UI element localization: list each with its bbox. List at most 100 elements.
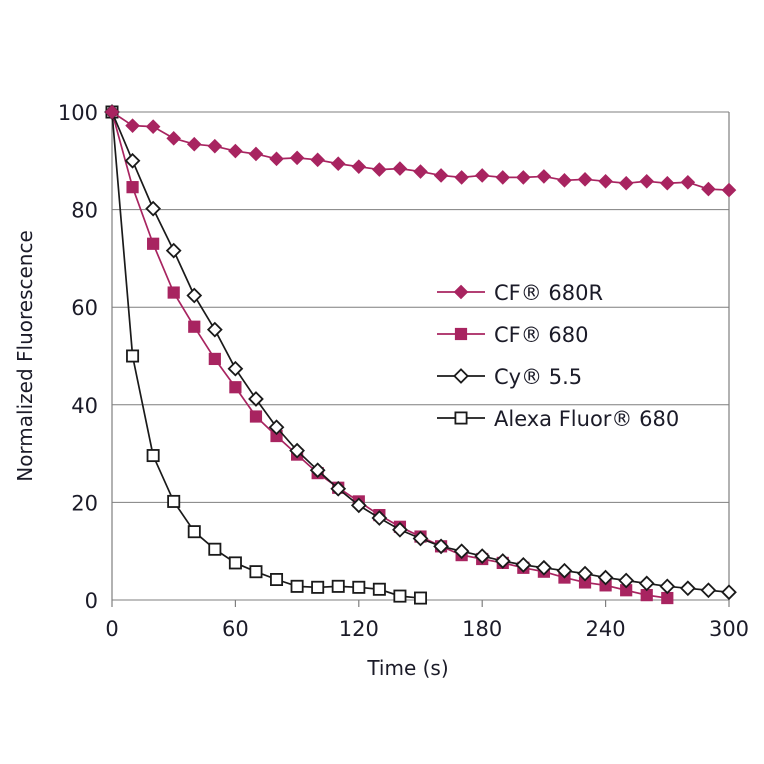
data-point xyxy=(249,565,263,579)
y-tick-label-100: 100 xyxy=(58,101,98,125)
x-tick-label-180: 180 xyxy=(462,617,502,641)
data-point xyxy=(124,152,141,169)
legend-entry-0[interactable]: CF® 680R xyxy=(437,281,603,305)
data-point xyxy=(659,578,676,595)
data-point xyxy=(126,349,140,363)
series-line xyxy=(111,111,668,599)
data-point xyxy=(556,562,573,579)
data-point xyxy=(165,242,182,259)
data-point xyxy=(700,582,717,599)
data-point xyxy=(721,584,737,601)
legend-marker xyxy=(453,284,469,300)
legend-marker xyxy=(454,327,468,341)
legend-entry-2[interactable]: Cy® 5.5 xyxy=(437,365,582,389)
data-point xyxy=(145,200,162,217)
y-tick-labels-group: 0 20 40 60 80 100 xyxy=(58,101,98,613)
data-point xyxy=(269,151,284,167)
data-point xyxy=(227,360,244,377)
data-point xyxy=(167,286,180,299)
data-point xyxy=(618,175,634,191)
data-point xyxy=(311,580,325,594)
data-point xyxy=(166,131,182,146)
legend-label: CF® 680R xyxy=(494,281,603,305)
data-point xyxy=(248,146,264,162)
data-point xyxy=(638,575,655,592)
legend-label: Alexa Fluor® 680 xyxy=(494,407,679,431)
x-tick-labels-group: 0 60 120 180 240 300 xyxy=(105,600,749,641)
data-point xyxy=(413,164,428,179)
data-point xyxy=(167,494,181,508)
y-tick-label-80: 80 xyxy=(71,199,98,223)
data-point xyxy=(433,538,449,555)
data-point xyxy=(352,580,366,594)
data-point xyxy=(147,237,160,250)
data-point xyxy=(577,172,593,187)
data-point xyxy=(474,548,491,564)
x-tick-label-60: 60 xyxy=(222,617,249,641)
data-point xyxy=(187,525,201,539)
series-alexa-fluor-680 xyxy=(105,105,427,605)
chart-legend: CF® 680R CF® 680 Cy® 5.5 Alexa Fluor® 680 xyxy=(437,281,679,431)
data-point xyxy=(351,159,367,174)
data-point xyxy=(146,449,160,463)
data-point xyxy=(104,104,120,120)
data-point xyxy=(413,591,427,605)
data-point xyxy=(145,119,161,134)
data-point xyxy=(290,579,304,593)
y-axis-title: Normalized Fluorescence xyxy=(13,230,37,482)
data-point xyxy=(268,419,285,436)
y-tick-label-0: 0 xyxy=(85,589,98,613)
data-point xyxy=(701,181,716,197)
legend-label: CF® 680 xyxy=(494,323,589,347)
x-tick-label-120: 120 xyxy=(339,617,379,641)
x-tick-label-0: 0 xyxy=(105,617,118,641)
data-point xyxy=(680,174,696,190)
legend-marker xyxy=(453,368,469,384)
data-point xyxy=(126,181,139,194)
data-point xyxy=(536,559,552,576)
data-point xyxy=(186,136,202,152)
data-point xyxy=(536,169,552,184)
data-point xyxy=(331,579,345,593)
data-point xyxy=(371,510,388,526)
legend-label: Cy® 5.5 xyxy=(494,365,582,389)
data-point xyxy=(721,182,737,198)
data-point xyxy=(392,161,408,176)
data-point xyxy=(228,143,243,159)
data-point xyxy=(229,381,242,394)
data-point xyxy=(453,543,470,560)
data-point xyxy=(659,175,675,191)
data-point xyxy=(639,173,655,189)
data-point xyxy=(228,556,242,570)
data-point xyxy=(494,553,511,569)
data-point xyxy=(597,569,614,586)
data-point xyxy=(433,168,449,183)
data-point xyxy=(207,138,223,154)
data-point xyxy=(330,156,346,172)
data-point xyxy=(289,442,305,459)
data-point xyxy=(206,321,223,338)
series-line xyxy=(111,111,421,599)
data-point xyxy=(125,118,140,133)
data-point xyxy=(495,170,511,185)
data-point xyxy=(208,352,221,366)
data-point xyxy=(577,565,593,582)
data-point xyxy=(208,542,222,556)
legend-marker xyxy=(454,411,468,425)
legend-entry-3[interactable]: Alexa Fluor® 680 xyxy=(437,407,679,431)
y-tick-label-60: 60 xyxy=(71,296,98,320)
series-cy-5-5 xyxy=(104,104,737,601)
series-cf-680r xyxy=(104,104,737,198)
data-point xyxy=(393,589,407,603)
data-point xyxy=(618,572,635,589)
data-point xyxy=(309,462,326,479)
data-point xyxy=(392,521,408,538)
data-point xyxy=(454,170,469,185)
data-point xyxy=(350,497,367,514)
data-point xyxy=(679,580,696,597)
data-point xyxy=(515,556,532,573)
legend-entry-1[interactable]: CF® 680 xyxy=(437,323,589,347)
data-series-group xyxy=(104,104,737,605)
